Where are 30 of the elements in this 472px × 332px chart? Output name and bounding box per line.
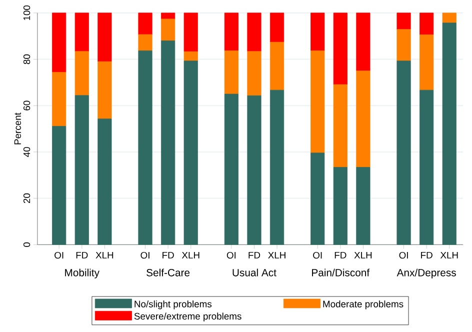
y-tick-label: 100 <box>23 5 30 20</box>
x-tick-label: OI <box>313 252 322 259</box>
x-tick-label: XLH <box>354 252 372 258</box>
x-tick-label: XLH <box>182 252 200 258</box>
y-tick-label: 40 <box>23 147 30 157</box>
x-tick-label: FD <box>248 252 260 258</box>
x-tick-label: OI <box>399 252 408 259</box>
y-tick-label: 20 <box>23 193 30 203</box>
x-tick-label: FD <box>162 252 174 258</box>
x-tick-label: OI <box>226 252 236 259</box>
text: Anx/Depress <box>396 268 456 278</box>
legend-label: No/slight problems <box>134 300 212 310</box>
text: Mobility <box>65 268 100 278</box>
y-tick-label: 60 <box>23 100 30 110</box>
x-tick-label: XLH <box>268 252 286 258</box>
y-tick-label: 80 <box>23 54 30 64</box>
x-tick-label: FD <box>334 252 346 258</box>
x-tick-label: OI <box>140 252 150 259</box>
x-tick-label: XLH <box>96 252 114 258</box>
legend-label: Severe/extreme problems <box>134 312 242 322</box>
legend-label: Moderate problems <box>323 300 404 310</box>
y-axis-title: Percent <box>14 112 21 144</box>
y-tick-label: 0 <box>23 242 30 247</box>
x-tick-label: FD <box>76 252 88 258</box>
text: Self-Care <box>146 268 190 276</box>
text: Usual Act <box>232 268 276 276</box>
x-tick-label: OI <box>54 252 64 259</box>
x-tick-label: FD <box>421 252 432 258</box>
x-tick-label: XLH <box>440 252 458 258</box>
text: Pain/Disconf <box>312 268 370 276</box>
